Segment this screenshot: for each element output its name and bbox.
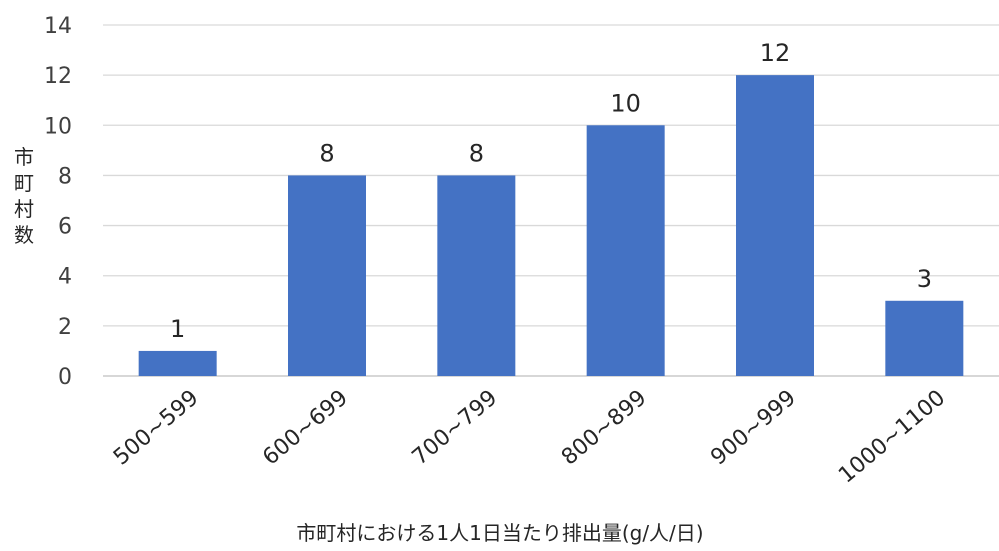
data-label: 3	[917, 265, 932, 293]
data-label: 1	[170, 315, 185, 343]
x-axis-title: 市町村における1人1日当たり排出量(g/人/日)	[296, 521, 703, 545]
data-labels: 1 8 8 10 12 3	[170, 39, 932, 343]
data-label: 10	[610, 89, 641, 117]
y-tick-label: 10	[44, 114, 72, 139]
y-tick-label: 4	[58, 265, 72, 290]
y-axis-title: 市町村数	[14, 145, 34, 247]
x-category-label: 600~699	[258, 385, 353, 470]
bar	[885, 300, 964, 376]
y-tick-label: 6	[58, 215, 72, 240]
x-category-label: 700~799	[408, 385, 503, 470]
y-tick-label: 12	[44, 64, 72, 89]
x-category-label: 1000~1100	[834, 385, 950, 488]
data-label: 8	[319, 139, 334, 167]
bar	[288, 175, 366, 376]
bars	[138, 75, 964, 377]
gridlines	[103, 24, 999, 377]
y-tick-label: 2	[58, 315, 72, 340]
bar	[437, 175, 516, 376]
y-tick-label: 8	[58, 164, 72, 189]
y-tick-label: 0	[58, 365, 72, 390]
x-category-label: 900~999	[706, 385, 801, 470]
x-category-label: 500~599	[109, 385, 204, 470]
bar	[586, 125, 665, 377]
data-label: 8	[469, 139, 484, 167]
x-axis-categories: 500~599 600~699 700~799 800~899 900~999 1000~…	[109, 385, 950, 488]
data-label: 12	[760, 39, 791, 67]
bar	[736, 75, 814, 377]
y-axis-ticks: 0 2 4 6 8 10 12 14	[44, 14, 72, 390]
x-category-label: 800~899	[557, 385, 652, 470]
bar	[138, 350, 217, 376]
y-tick-label: 14	[44, 14, 72, 39]
